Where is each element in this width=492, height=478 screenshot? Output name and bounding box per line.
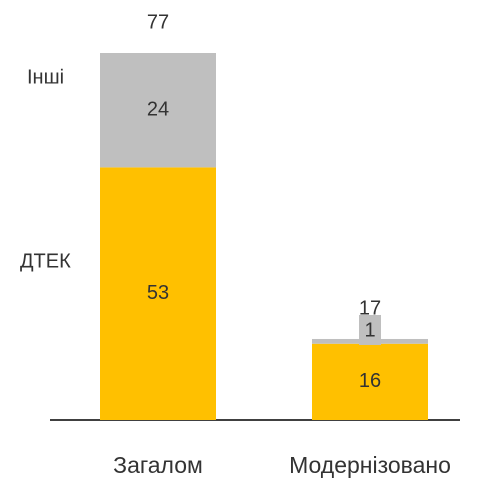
- total-label: 17: [359, 297, 381, 319]
- data-label: 24: [147, 98, 169, 120]
- bar-segment: [100, 53, 216, 168]
- data-label: 1: [364, 319, 375, 341]
- label-box: [359, 314, 381, 345]
- bar-segment: [312, 343, 428, 420]
- x-tick-label: Модернізовано: [289, 452, 451, 478]
- x-tick-label: Загалом: [113, 452, 203, 478]
- series-label: ДТЕК: [20, 251, 71, 273]
- bar-segment: [100, 167, 216, 420]
- data-label: 53: [147, 282, 169, 304]
- series-label: Інші: [27, 66, 64, 88]
- data-label: 16: [359, 370, 381, 392]
- total-label: 77: [147, 11, 169, 33]
